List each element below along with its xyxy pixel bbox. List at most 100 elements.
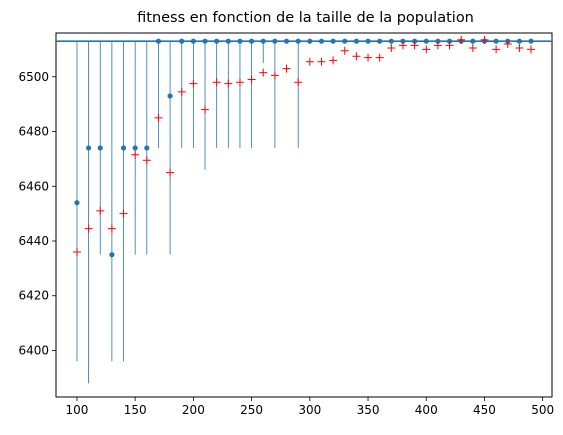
x-tick-label: 500 [531,403,554,417]
data-point-mean [282,64,291,73]
data-point-best [412,38,418,44]
data-point-best [74,200,80,206]
data-point-best [97,145,103,151]
data-point-best [470,38,476,44]
x-tick-label: 450 [473,403,496,417]
data-point-mean [433,41,442,50]
data-point-best [353,38,359,44]
data-point-best [272,38,278,44]
data-point-mean [247,75,256,84]
data-point-best [307,38,313,44]
data-point-best [446,38,453,44]
x-tick-label: 350 [357,403,380,417]
data-point-mean [166,168,175,177]
y-tick-label: 6480 [18,125,49,139]
data-point-mean [329,56,338,65]
data-point-best [318,38,325,44]
best-fitness-points [74,38,534,258]
data-point-mean [201,105,210,114]
data-point-mean [480,35,489,44]
data-point-best [202,38,208,44]
data-point-best [493,38,499,44]
data-point-best [179,38,185,44]
data-point-best [249,38,255,44]
data-point-best [377,38,383,44]
data-point-best [400,38,406,44]
data-point-mean [270,71,279,80]
data-point-mean [72,247,81,256]
mean-fitness-points [72,35,536,256]
data-point-best [295,38,301,44]
data-point-mean [445,41,454,50]
data-point-mean [305,57,314,66]
data-point-best [214,38,220,44]
data-point-mean [96,206,105,215]
y-tick-label: 6500 [18,70,49,84]
error-bars [76,41,299,384]
data-point-best [388,38,394,44]
data-point-mean [527,45,536,54]
data-point-mean [364,53,373,62]
x-tick-label: 250 [240,403,263,417]
data-point-best [283,38,290,44]
data-point-best [225,38,231,44]
data-point-mean [224,79,233,88]
data-point-mean [235,78,244,87]
plot-frame [55,32,553,398]
data-point-best [155,38,162,44]
data-point-mean [131,150,140,159]
data-point-mean [189,79,198,88]
data-point-best [342,38,348,44]
data-point-mean [294,78,303,87]
y-tick-label: 6400 [18,343,49,357]
data-point-mean [154,113,163,122]
data-point-mean [422,45,431,54]
data-point-mean [387,44,396,53]
x-axis: 100 150 200 250 300 350 400 450 500 [66,397,554,417]
data-point-best [132,145,138,151]
data-point-mean [340,46,349,55]
data-point-best [190,38,196,44]
data-point-best [365,38,371,44]
data-point-best [86,145,92,151]
data-point-mean [259,68,268,77]
data-point-best [167,93,173,99]
data-point-mean [84,224,93,233]
data-point-best [435,38,441,44]
data-point-best [528,38,534,44]
data-point-mean [515,44,524,53]
data-point-best [237,38,243,44]
data-point-best [144,145,150,151]
data-point-best [120,145,127,151]
y-tick-label: 6420 [18,289,49,303]
data-point-mean [468,44,477,53]
data-point-mean [177,87,186,96]
data-point-best [109,252,115,258]
y-tick-label: 6460 [18,179,49,193]
data-point-mean [492,45,501,54]
data-point-mean [119,209,128,218]
x-tick-label: 100 [66,403,89,417]
x-tick-label: 200 [182,403,205,417]
data-point-mean [107,224,116,233]
data-point-mean [212,78,221,87]
x-tick-label: 400 [415,403,438,417]
data-point-mean [410,41,419,50]
x-tick-label: 300 [298,403,321,417]
data-point-mean [398,41,407,50]
chart-title: fitness en fonction de la taille de la p… [137,10,474,26]
data-point-best [516,38,522,44]
data-point-mean [142,156,151,165]
data-point-mean [352,52,361,61]
y-axis: 6400 6420 6440 6460 6480 6500 [18,70,56,357]
data-point-best [423,38,429,44]
y-tick-label: 6440 [18,234,49,248]
data-point-best [260,38,266,44]
data-point-best [330,38,336,44]
data-point-mean [503,39,512,48]
x-tick-label: 150 [124,403,147,417]
data-point-mean [457,35,466,44]
data-point-mean [317,57,326,66]
data-point-mean [375,53,384,62]
